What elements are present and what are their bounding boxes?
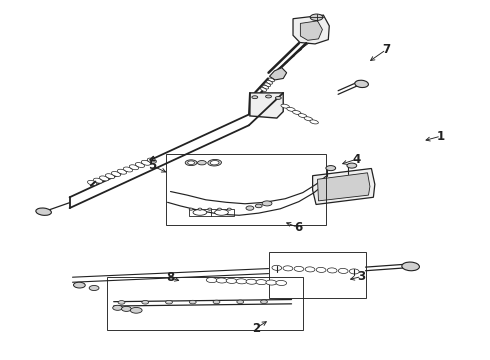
Ellipse shape: [338, 269, 348, 274]
Ellipse shape: [118, 169, 126, 174]
Ellipse shape: [310, 120, 318, 124]
Ellipse shape: [208, 208, 212, 210]
Polygon shape: [293, 15, 329, 44]
Ellipse shape: [265, 83, 270, 87]
Ellipse shape: [294, 266, 304, 271]
Text: 8: 8: [167, 271, 174, 284]
Bar: [107, 277, 303, 330]
Ellipse shape: [147, 158, 156, 163]
Ellipse shape: [135, 163, 145, 167]
Ellipse shape: [275, 96, 281, 99]
Ellipse shape: [111, 171, 121, 176]
Ellipse shape: [263, 85, 269, 89]
Text: 3: 3: [358, 270, 366, 283]
Text: 7: 7: [382, 43, 390, 56]
Ellipse shape: [122, 306, 131, 311]
Ellipse shape: [105, 174, 115, 179]
Ellipse shape: [304, 117, 313, 121]
Bar: [269, 252, 366, 298]
Ellipse shape: [236, 279, 247, 284]
Polygon shape: [300, 21, 322, 40]
Ellipse shape: [298, 114, 307, 118]
Ellipse shape: [210, 161, 219, 165]
Ellipse shape: [123, 167, 133, 172]
Ellipse shape: [129, 165, 139, 170]
Ellipse shape: [36, 208, 51, 215]
Ellipse shape: [402, 262, 419, 271]
Ellipse shape: [189, 300, 196, 304]
Ellipse shape: [326, 166, 336, 171]
Ellipse shape: [189, 208, 193, 210]
Ellipse shape: [267, 80, 272, 84]
Ellipse shape: [188, 161, 195, 165]
Polygon shape: [270, 68, 287, 80]
Ellipse shape: [355, 80, 368, 87]
Ellipse shape: [216, 278, 227, 283]
Ellipse shape: [226, 278, 237, 283]
Ellipse shape: [281, 104, 290, 108]
Ellipse shape: [94, 178, 103, 183]
Ellipse shape: [327, 268, 337, 273]
Ellipse shape: [130, 307, 142, 313]
Ellipse shape: [310, 14, 323, 21]
Ellipse shape: [246, 206, 254, 210]
Ellipse shape: [266, 280, 277, 285]
Ellipse shape: [227, 208, 231, 210]
Ellipse shape: [272, 265, 282, 270]
Ellipse shape: [88, 180, 97, 185]
Ellipse shape: [276, 280, 287, 285]
Text: 4: 4: [353, 153, 361, 166]
Ellipse shape: [293, 111, 301, 114]
Ellipse shape: [255, 204, 262, 208]
Ellipse shape: [206, 278, 217, 283]
Ellipse shape: [269, 78, 274, 82]
Text: 6: 6: [294, 221, 302, 234]
Text: 5: 5: [148, 159, 156, 172]
Polygon shape: [318, 173, 370, 201]
Ellipse shape: [218, 208, 221, 210]
Ellipse shape: [99, 176, 109, 181]
Ellipse shape: [261, 300, 268, 303]
Ellipse shape: [246, 279, 257, 284]
Ellipse shape: [256, 280, 267, 285]
Ellipse shape: [316, 267, 326, 273]
Ellipse shape: [252, 96, 258, 99]
Ellipse shape: [74, 282, 85, 288]
Ellipse shape: [118, 301, 125, 304]
Ellipse shape: [208, 159, 221, 166]
Ellipse shape: [166, 300, 172, 304]
Ellipse shape: [213, 300, 220, 304]
Ellipse shape: [185, 160, 197, 166]
Ellipse shape: [141, 160, 150, 165]
Ellipse shape: [266, 95, 271, 98]
Ellipse shape: [261, 87, 267, 91]
Ellipse shape: [283, 266, 293, 271]
Ellipse shape: [142, 301, 148, 304]
Ellipse shape: [349, 269, 359, 274]
Ellipse shape: [262, 201, 272, 206]
Ellipse shape: [305, 267, 315, 272]
Ellipse shape: [215, 210, 228, 215]
Text: 1: 1: [437, 130, 445, 143]
Polygon shape: [313, 168, 375, 204]
Ellipse shape: [198, 208, 202, 210]
Ellipse shape: [89, 285, 99, 291]
Bar: [166, 154, 326, 225]
Polygon shape: [250, 93, 283, 118]
Text: 2: 2: [252, 322, 260, 335]
Ellipse shape: [287, 107, 295, 111]
Ellipse shape: [193, 210, 207, 215]
Ellipse shape: [237, 300, 244, 303]
Ellipse shape: [347, 163, 357, 168]
Ellipse shape: [197, 161, 206, 165]
Ellipse shape: [113, 305, 122, 310]
